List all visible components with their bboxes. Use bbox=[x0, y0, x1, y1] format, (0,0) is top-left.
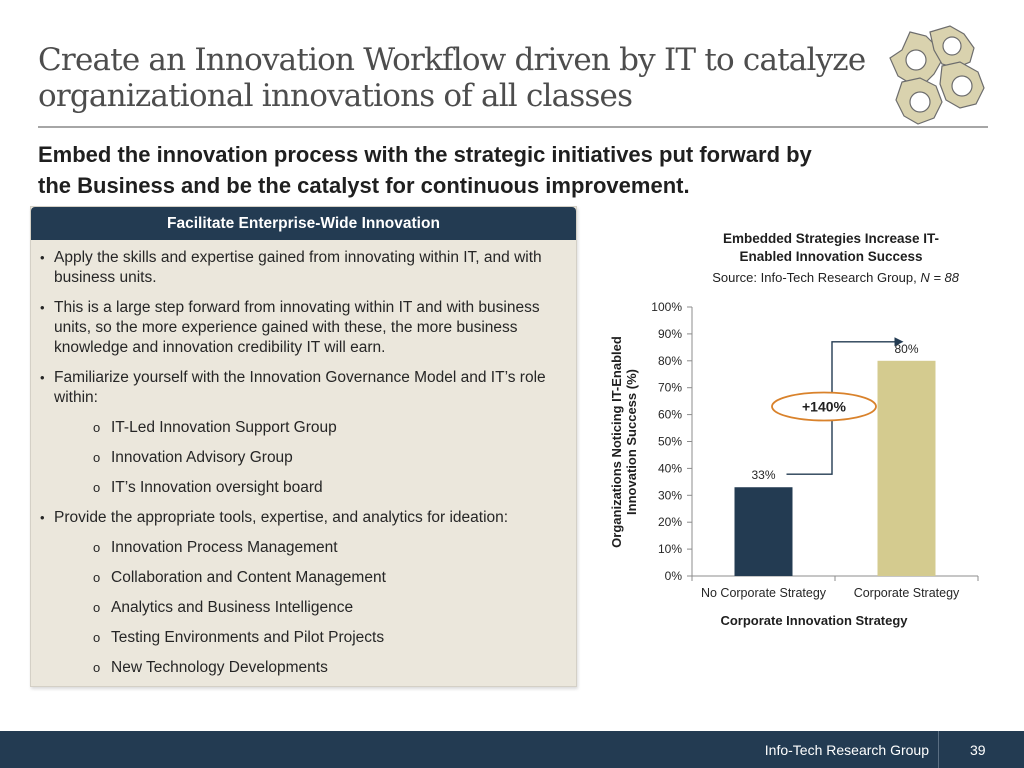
sub-bullet-item: New Technology Developments bbox=[39, 658, 562, 678]
bullet-list: Apply the skills and expertise gained fr… bbox=[31, 240, 576, 678]
bar-chart: Embedded Strategies Increase IT- Enabled… bbox=[609, 231, 979, 628]
slide-subtitle-line-1: Embed the innovation process with the st… bbox=[38, 142, 812, 167]
panel-header: Facilitate Enterprise-Wide Innovation bbox=[31, 207, 576, 240]
chart-source-n: N = 88 bbox=[920, 270, 959, 285]
x-tick-label: No Corporate Strategy bbox=[701, 586, 827, 600]
chart-title-line-1: Embedded Strategies Increase IT- bbox=[723, 231, 939, 246]
y-tick-label: 30% bbox=[658, 488, 682, 502]
bullet-item: This is a large step forward from innova… bbox=[39, 298, 562, 358]
sub-bullet-item: IT’s Innovation oversight board bbox=[39, 478, 562, 498]
bar bbox=[734, 487, 793, 576]
sub-bullet-item: Testing Environments and Pilot Projects bbox=[39, 628, 562, 648]
y-tick-label: 60% bbox=[658, 408, 682, 422]
y-tick-label: 100% bbox=[651, 300, 682, 314]
page-number: 39 bbox=[970, 742, 986, 758]
slide-title-line-2: organizational innovations of all classe… bbox=[38, 78, 633, 114]
title-divider bbox=[38, 126, 988, 128]
bar bbox=[877, 360, 936, 576]
sub-bullet-item: Analytics and Business Intelligence bbox=[39, 598, 562, 618]
annotation-ellipse bbox=[771, 391, 877, 422]
y-axis-label-line-1: Organizations Noticing IT-Enabled bbox=[609, 336, 624, 548]
y-tick-label: 90% bbox=[658, 327, 682, 341]
y-axis-label-line-2: Innovation Success (%) bbox=[624, 369, 639, 515]
bullet-item: Familiarize yourself with the Innovation… bbox=[39, 368, 562, 408]
bullet-item: Apply the skills and expertise gained fr… bbox=[39, 248, 562, 288]
bar-value-label: 33% bbox=[751, 468, 775, 482]
y-tick-label: 50% bbox=[658, 435, 682, 449]
increase-arrowhead bbox=[894, 337, 904, 347]
slide-title: Create an Innovation Workflow driven by … bbox=[38, 42, 888, 114]
y-tick-label: 0% bbox=[665, 569, 683, 583]
slide-subtitle-line-2: the Business and be the catalyst for con… bbox=[38, 173, 690, 198]
chart-source: Source: Info-Tech Research Group, N = 88 bbox=[712, 270, 960, 285]
gears-icon bbox=[889, 25, 985, 125]
sub-bullet-item: Innovation Advisory Group bbox=[39, 448, 562, 468]
innovation-panel: Facilitate Enterprise-Wide Innovation Ap… bbox=[30, 206, 577, 687]
annotation-label: +140% bbox=[802, 399, 847, 415]
sub-bullet-item: IT-Led Innovation Support Group bbox=[39, 418, 562, 438]
y-tick-label: 20% bbox=[658, 515, 682, 529]
slide-subtitle: Embed the innovation process with the st… bbox=[38, 139, 978, 201]
chart-source-prefix: Source: Info-Tech Research Group, bbox=[712, 270, 920, 285]
y-tick-label: 80% bbox=[658, 354, 682, 368]
bar-value-label: 80% bbox=[894, 342, 918, 356]
chart-title-line-2: Enabled Innovation Success bbox=[739, 249, 922, 264]
y-tick-label: 40% bbox=[658, 461, 682, 475]
footer-bar: Info-Tech Research Group 39 bbox=[0, 731, 1024, 768]
sub-bullet-item: Collaboration and Content Management bbox=[39, 568, 562, 588]
footer-org-name: Info-Tech Research Group bbox=[764, 742, 929, 758]
sub-bullet-item: Innovation Process Management bbox=[39, 538, 562, 558]
slide-title-line-1: Create an Innovation Workflow driven by … bbox=[38, 42, 866, 78]
bullet-item: Provide the appropriate tools, expertise… bbox=[39, 508, 562, 528]
x-axis-label: Corporate Innovation Strategy bbox=[720, 613, 908, 628]
y-tick-label: 10% bbox=[658, 542, 682, 556]
x-tick-label: Corporate Strategy bbox=[854, 586, 960, 600]
y-tick-label: 70% bbox=[658, 381, 682, 395]
footer-divider bbox=[938, 731, 939, 768]
